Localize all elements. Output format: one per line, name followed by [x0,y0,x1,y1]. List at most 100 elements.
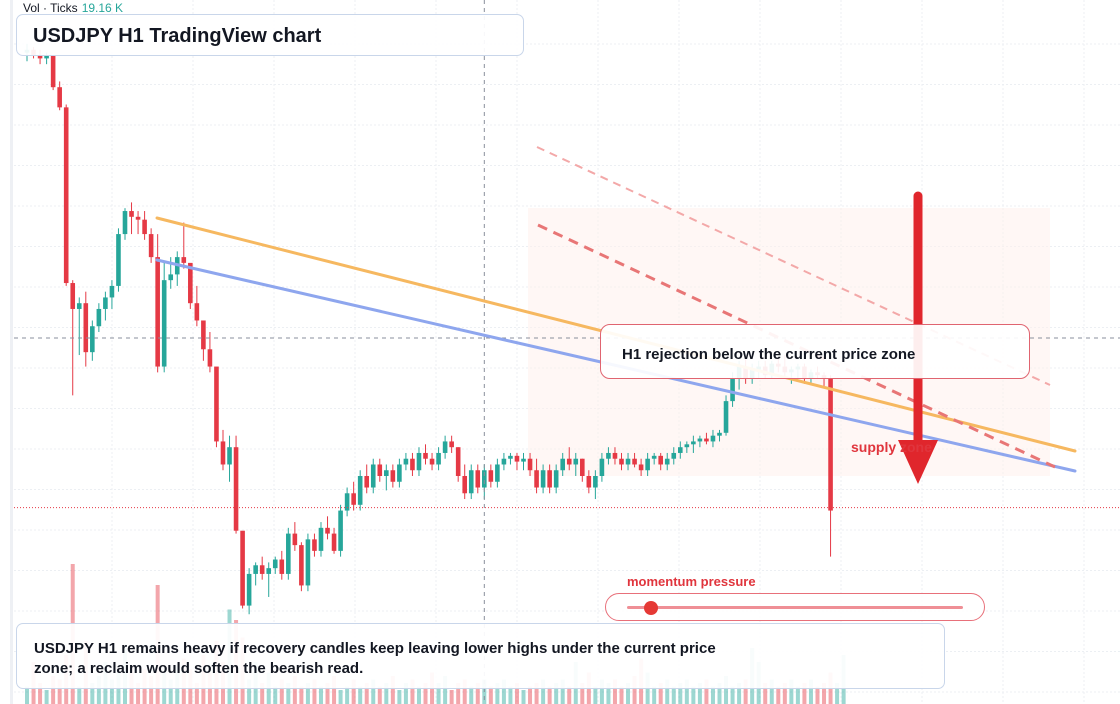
candle-body [436,452,441,465]
volume-bar [90,683,95,704]
candle-body [188,262,193,304]
volume-bar [292,676,297,704]
candle-body [547,470,552,488]
candle-body [573,458,579,465]
candle [259,556,265,580]
volume-bar [501,679,506,704]
volume-bar [168,679,173,704]
candle [246,568,252,615]
volume-bar [443,676,448,704]
volume-bar [789,679,794,704]
candle-body [377,464,383,476]
volume-bar [795,686,800,704]
candle-body [390,470,396,482]
candle-body [207,349,213,367]
candle-body [325,527,330,534]
candle-body [338,510,343,551]
candle-body [658,455,664,465]
volume-bar [475,683,480,704]
candle [83,291,89,367]
candle-body [50,55,56,88]
volume-bar [109,679,114,704]
candle [338,504,343,557]
volume-bar [835,683,840,704]
candle-body [312,539,317,551]
volume-bar [38,683,43,704]
candle-body [828,378,833,511]
volume-bar [593,686,598,704]
candle [188,262,193,309]
momentum-track [627,606,963,609]
candle [312,533,317,557]
candle-body [710,435,716,442]
candle [527,452,533,476]
volume-bar [410,679,415,704]
candle-body [103,297,108,309]
candle-body [482,470,487,488]
candle-body [645,458,650,471]
candle [580,458,585,482]
candle [442,435,448,459]
candle-body [527,458,533,471]
volume-bar [567,686,572,704]
candle [632,452,637,468]
candle [266,562,272,597]
candle-body [521,458,526,462]
volume-bar [658,683,663,704]
volume-bar [822,683,827,704]
candle [357,470,363,511]
candle [116,228,121,292]
candle [129,202,134,235]
candle [619,452,624,471]
candle [684,441,690,453]
volume-bar [678,683,683,704]
candle-body [717,432,722,436]
volume-legend-label: Vol · Ticks [23,1,78,15]
candle [410,452,415,476]
candle [658,452,664,471]
volume-bar [305,683,310,704]
candle [63,104,69,286]
candle-body [37,55,43,59]
summary-text: USDJPY H1 remains heavy if recovery cand… [34,640,716,677]
volume-bar [260,683,265,704]
volume-bar [273,686,278,704]
candle-body [671,452,677,459]
candle [566,447,572,471]
candle-body [364,476,370,488]
volume-bar [691,686,696,704]
volume-bar [665,679,670,704]
volume-bar [449,690,454,704]
candle [678,441,683,459]
volume-bar [371,679,376,704]
candle [593,470,598,500]
volume-bar [808,679,813,704]
candle-body [90,326,95,353]
candle [436,447,441,471]
volume-bar [318,686,323,704]
candle [161,262,167,373]
candle [514,452,520,471]
candle-body [475,470,481,488]
candle [279,550,285,580]
volume-bar [632,676,637,704]
volume-bar [626,683,631,704]
candle-body [148,234,154,258]
momentum-pressure-bar [605,593,985,621]
candle-body [331,533,337,551]
candle-body [606,452,611,459]
candle-body [370,464,376,488]
candle [390,464,396,488]
candle [384,464,389,491]
volume-bar [469,686,474,704]
volume-bar [697,683,702,704]
candle [331,527,337,554]
candle [606,447,611,465]
volume-bar [390,676,395,704]
channel-line-light [536,146,1051,386]
candlestick-series [24,44,833,615]
volume-bar [580,683,585,704]
chart-title: USDJPY H1 TradingView chart [33,25,322,47]
volume-bar [612,679,617,704]
volume-bar [769,679,774,704]
